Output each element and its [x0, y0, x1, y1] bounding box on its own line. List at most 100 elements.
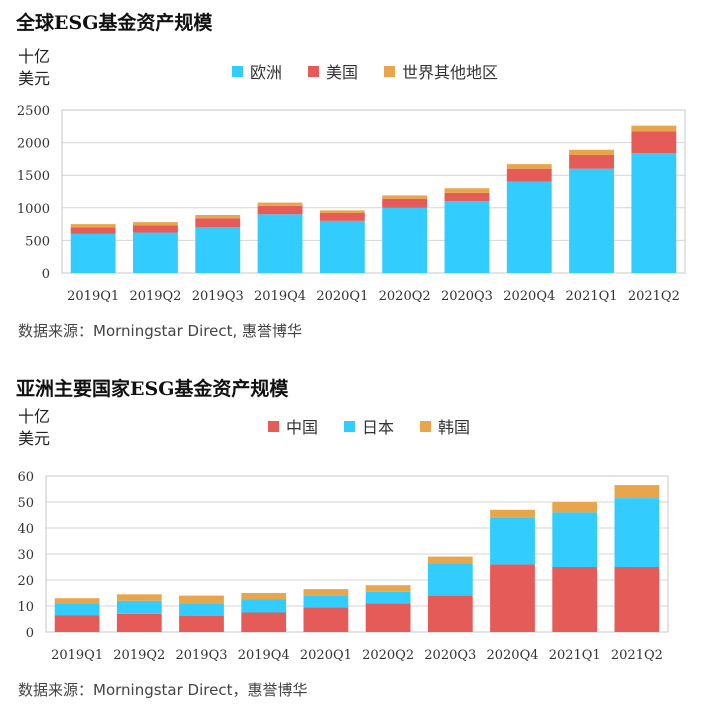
bar-韩国-2020Q1	[303, 589, 349, 596]
bar-世界其他地区-2019Q2	[133, 222, 178, 226]
x-tick-label: 2021Q2	[628, 289, 680, 304]
unit-line-1: 十亿	[18, 407, 51, 426]
y-tick-label: 30	[17, 548, 34, 563]
y-tick-label: 20	[17, 574, 34, 589]
bar-韩国-2019Q1	[54, 598, 100, 604]
unit-line-2: 美元	[18, 429, 51, 448]
bar-欧洲-2020Q4	[506, 181, 552, 273]
legend-label: 韩国	[438, 418, 471, 437]
y-tick-label: 50	[17, 496, 34, 511]
bar-世界其他地区-2021Q2	[631, 125, 677, 132]
bar-欧洲-2020Q2	[382, 207, 428, 273]
bar-中国-2019Q2	[116, 613, 162, 632]
bar-韩国-2021Q1	[552, 502, 598, 513]
x-tick-label: 2020Q1	[300, 648, 352, 663]
legend-item: 韩国	[420, 414, 470, 438]
bar-中国-2020Q2	[365, 603, 411, 632]
x-tick-label: 2020Q3	[441, 289, 493, 304]
bar-日本-2019Q4	[241, 599, 287, 613]
source-note: 数据来源：Morningstar Direct, 惠誉博华	[18, 322, 302, 340]
legend-label: 欧洲	[250, 63, 283, 82]
bar-韩国-2020Q4	[490, 509, 535, 518]
y-tick-label: 10	[17, 600, 34, 615]
bar-世界其他地区-2020Q4	[506, 164, 552, 169]
bar-中国-2019Q4	[241, 612, 287, 632]
bar-美国-2021Q2	[631, 131, 677, 154]
x-tick-label: 2020Q4	[503, 289, 555, 304]
legend-item: 日本	[344, 414, 394, 438]
x-tick-label: 2019Q1	[51, 648, 103, 663]
bar-日本-2020Q3	[427, 563, 473, 596]
x-tick-label: 2019Q4	[254, 289, 306, 304]
y-tick-label: 1500	[17, 169, 50, 184]
bar-欧洲-2019Q2	[133, 232, 178, 273]
bar-中国-2019Q3	[179, 615, 224, 632]
chart-plot: 0 500 1000 1500 2000 2500 2019Q1 2019Q2 2019Q3 20…	[17, 104, 686, 304]
bar-世界其他地区-2019Q4	[257, 202, 303, 206]
bar-日本-2020Q1	[303, 595, 349, 608]
legend-label: 日本	[362, 418, 395, 437]
legend-label: 世界其他地区	[402, 63, 499, 82]
bar-欧洲-2019Q1	[70, 233, 116, 273]
x-tick-label: 2020Q1	[316, 289, 368, 304]
x-tick-label: 2019Q2	[113, 648, 165, 663]
bar-美国-2019Q3	[195, 218, 241, 228]
bar-中国-2020Q4	[490, 564, 535, 632]
bar-欧洲-2020Q1	[319, 220, 365, 273]
bar-中国-2019Q1	[54, 615, 100, 632]
global-esg-chart: 全球ESG基金资产规模 十亿 美元 欧洲 美国 世界其他地区 0 500 1000 150…	[0, 0, 703, 350]
bar-日本-2021Q1	[552, 512, 598, 567]
bar-日本-2020Q2	[365, 591, 411, 604]
chart-title: 全球ESG基金资产规模	[16, 12, 213, 34]
y-tick-label: 2000	[17, 137, 50, 152]
legend-swatch	[384, 65, 396, 77]
unit-label: 十亿 美元	[18, 46, 50, 90]
bar-美国-2020Q3	[444, 192, 490, 202]
y-tick-label: 500	[25, 234, 50, 249]
legend-item: 世界其他地区	[384, 59, 498, 83]
y-tick-label: 0	[26, 626, 34, 641]
legend-swatch	[232, 65, 243, 77]
bar-美国-2019Q1	[70, 227, 116, 234]
bar-美国-2019Q2	[133, 225, 178, 233]
y-tick-label: 2500	[17, 104, 50, 119]
legend-item: 欧洲	[232, 59, 282, 83]
bar-韩国-2020Q3	[427, 556, 473, 564]
chart-title: 亚洲主要国家ESG基金资产规模	[16, 378, 289, 400]
bar-中国-2021Q1	[552, 567, 598, 632]
bar-日本-2019Q2	[116, 600, 162, 614]
bar-欧洲-2019Q4	[257, 214, 303, 273]
x-tick-label: 2019Q3	[192, 289, 244, 304]
bar-日本-2019Q3	[179, 603, 224, 616]
bar-韩国-2021Q2	[614, 485, 660, 499]
bar-日本-2021Q2	[614, 498, 660, 567]
bar-美国-2020Q4	[506, 168, 552, 182]
legend-item: 中国	[268, 414, 318, 438]
x-tick-label: 2020Q3	[424, 648, 476, 663]
bar-欧洲-2020Q3	[444, 201, 490, 273]
bar-世界其他地区-2020Q3	[444, 188, 490, 193]
legend-swatch	[308, 65, 320, 77]
x-tick-label: 2019Q3	[175, 648, 227, 663]
bar-世界其他地区-2019Q1	[70, 224, 116, 228]
bar-韩国-2019Q4	[241, 593, 287, 600]
unit-line-2: 美元	[18, 69, 51, 88]
legend-item: 美国	[308, 59, 358, 83]
x-tick-label: 2020Q2	[379, 289, 431, 304]
x-tick-label: 2020Q2	[362, 648, 414, 663]
bar-日本-2020Q4	[490, 517, 535, 565]
bar-欧洲-2021Q2	[631, 153, 677, 273]
bar-世界其他地区-2021Q1	[569, 149, 614, 155]
y-tick-label: 60	[17, 470, 34, 485]
legend-swatch	[268, 420, 279, 432]
chart-plot: 0 10 20 30 40 50 60 2019Q1 2019Q2 2019Q3 2019Q4 202…	[17, 470, 669, 663]
bar-欧洲-2019Q3	[195, 227, 241, 273]
plot-frame	[61, 109, 686, 274]
bar-美国-2020Q1	[319, 213, 365, 221]
plot-frame	[45, 475, 669, 633]
source-note: 数据来源：Morningstar Direct，惠誉博华	[18, 681, 308, 699]
bar-韩国-2020Q2	[365, 585, 411, 592]
legend: 中国 日本 韩国	[268, 414, 470, 438]
bar-美国-2021Q1	[569, 154, 614, 169]
